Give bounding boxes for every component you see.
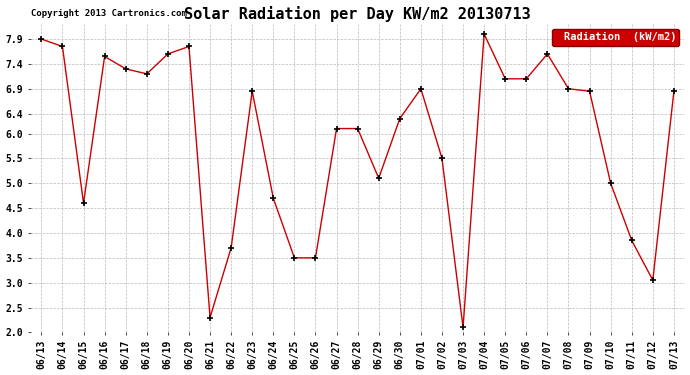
Legend: Radiation  (kW/m2): Radiation (kW/m2) <box>552 29 679 46</box>
Text: Copyright 2013 Cartronics.com: Copyright 2013 Cartronics.com <box>31 9 187 18</box>
Title: Solar Radiation per Day KW/m2 20130713: Solar Radiation per Day KW/m2 20130713 <box>184 6 531 21</box>
